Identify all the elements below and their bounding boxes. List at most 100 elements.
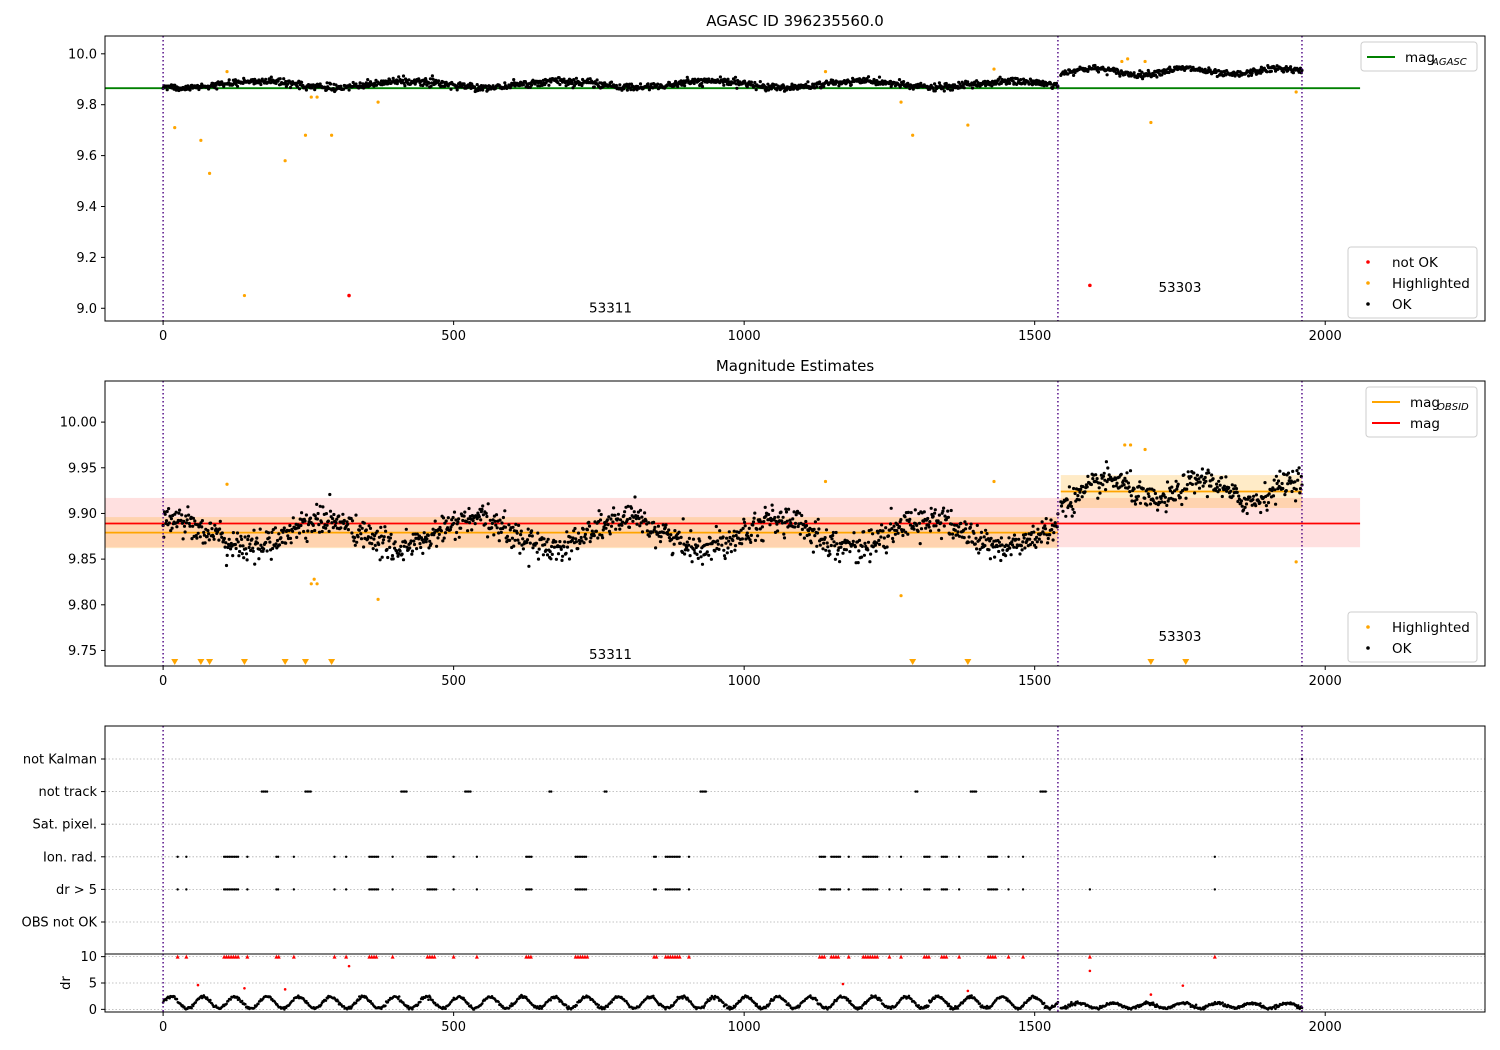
ok-point: [1160, 500, 1164, 504]
ok-point: [316, 511, 320, 516]
flag-point: [276, 888, 280, 891]
dr-point: [956, 1007, 960, 1010]
ok-point: [957, 525, 961, 529]
ok-point: [527, 564, 531, 568]
ok-point: [838, 560, 842, 564]
ok-point: [391, 76, 395, 80]
ok-point: [439, 529, 443, 533]
legend-label: Highlighted: [1392, 620, 1470, 636]
ok-point: [588, 77, 592, 81]
ok-point: [817, 527, 821, 531]
ok-point: [1197, 477, 1201, 481]
ok-point: [882, 536, 886, 540]
ok-point: [627, 525, 632, 530]
ok-point: [1066, 72, 1070, 76]
ok-point: [286, 534, 290, 538]
flag-point: [676, 855, 680, 858]
flag-point: [830, 888, 833, 891]
ok-point: [906, 532, 910, 536]
ok-point: [911, 524, 915, 529]
flag-point: [368, 888, 371, 891]
flag-point: [373, 888, 376, 891]
ok-point: [381, 541, 385, 545]
ok-point: [220, 535, 224, 539]
ok-point: [375, 548, 379, 552]
flag-point: [988, 855, 992, 858]
ok-point: [603, 522, 607, 527]
ok-point: [1232, 487, 1236, 491]
ok-point: [807, 533, 811, 537]
dr-point: [324, 999, 328, 1002]
ok-point: [749, 80, 754, 84]
flag-point: [431, 888, 434, 891]
dr-point: [713, 997, 716, 1001]
ok-point: [614, 83, 619, 88]
ok-point: [1276, 479, 1281, 483]
ok-point: [1078, 490, 1082, 494]
dr-point: [397, 997, 400, 1001]
ok-point: [295, 535, 299, 540]
flag-point: [530, 888, 533, 891]
ok-point: [771, 508, 775, 512]
ok-point: [187, 513, 191, 517]
ok-point: [191, 516, 195, 520]
ok-point: [492, 533, 496, 537]
ok-point: [804, 524, 809, 528]
ok-point: [242, 556, 246, 560]
ok-point: [494, 86, 498, 90]
legend-label: mag: [1410, 416, 1440, 432]
ok-point: [550, 544, 554, 549]
ok-point: [484, 84, 488, 88]
ok-point: [333, 524, 337, 528]
ok-point: [468, 84, 472, 88]
ok-point: [895, 523, 900, 527]
ok-point: [1130, 499, 1134, 503]
ok-point: [244, 547, 248, 551]
ok-point: [335, 517, 339, 521]
ok-point: [977, 551, 981, 555]
ok-point: [1028, 537, 1032, 541]
ok-point: [1258, 501, 1262, 505]
ok-point: [427, 546, 431, 550]
ok-point: [334, 83, 338, 87]
dr-point: [947, 1002, 951, 1006]
ok-point: [1237, 494, 1241, 498]
ok-point: [304, 536, 308, 540]
ok-point: [259, 543, 263, 547]
ok-point: [884, 526, 888, 530]
ok-point: [1168, 489, 1172, 493]
y-tick-label: 10.00: [60, 416, 97, 431]
ok-point: [350, 519, 355, 523]
ok-point: [793, 521, 798, 526]
highlighted-point: [1294, 90, 1298, 94]
ok-point: [1218, 483, 1222, 487]
ok-point: [1288, 476, 1292, 480]
ok-point: [804, 519, 808, 524]
ok-point: [412, 542, 417, 547]
ok-point: [525, 538, 530, 542]
flag-point: [584, 855, 588, 858]
ok-point: [713, 549, 717, 553]
ok-point: [877, 542, 882, 547]
dr-point: [879, 999, 883, 1002]
ok-point: [508, 538, 512, 543]
ok-point: [277, 543, 282, 547]
ok-point: [723, 556, 727, 561]
flag-point: [276, 855, 280, 858]
ok-point: [1195, 473, 1199, 477]
ok-point: [530, 534, 534, 538]
ok-point: [995, 544, 999, 549]
flag-point: [176, 855, 179, 858]
y-tick-label: 9.80: [68, 598, 97, 613]
ok-point: [382, 535, 386, 539]
highlighted-point: [303, 133, 308, 137]
ok-point: [220, 531, 224, 535]
ok-point: [1156, 508, 1160, 512]
ok-point: [767, 512, 771, 517]
flag-point: [833, 855, 837, 858]
flag-point: [888, 888, 891, 891]
x-tick-label: 500: [441, 329, 466, 344]
ok-point: [235, 84, 240, 88]
ok-point: [1254, 504, 1258, 508]
ok-point: [211, 534, 215, 539]
